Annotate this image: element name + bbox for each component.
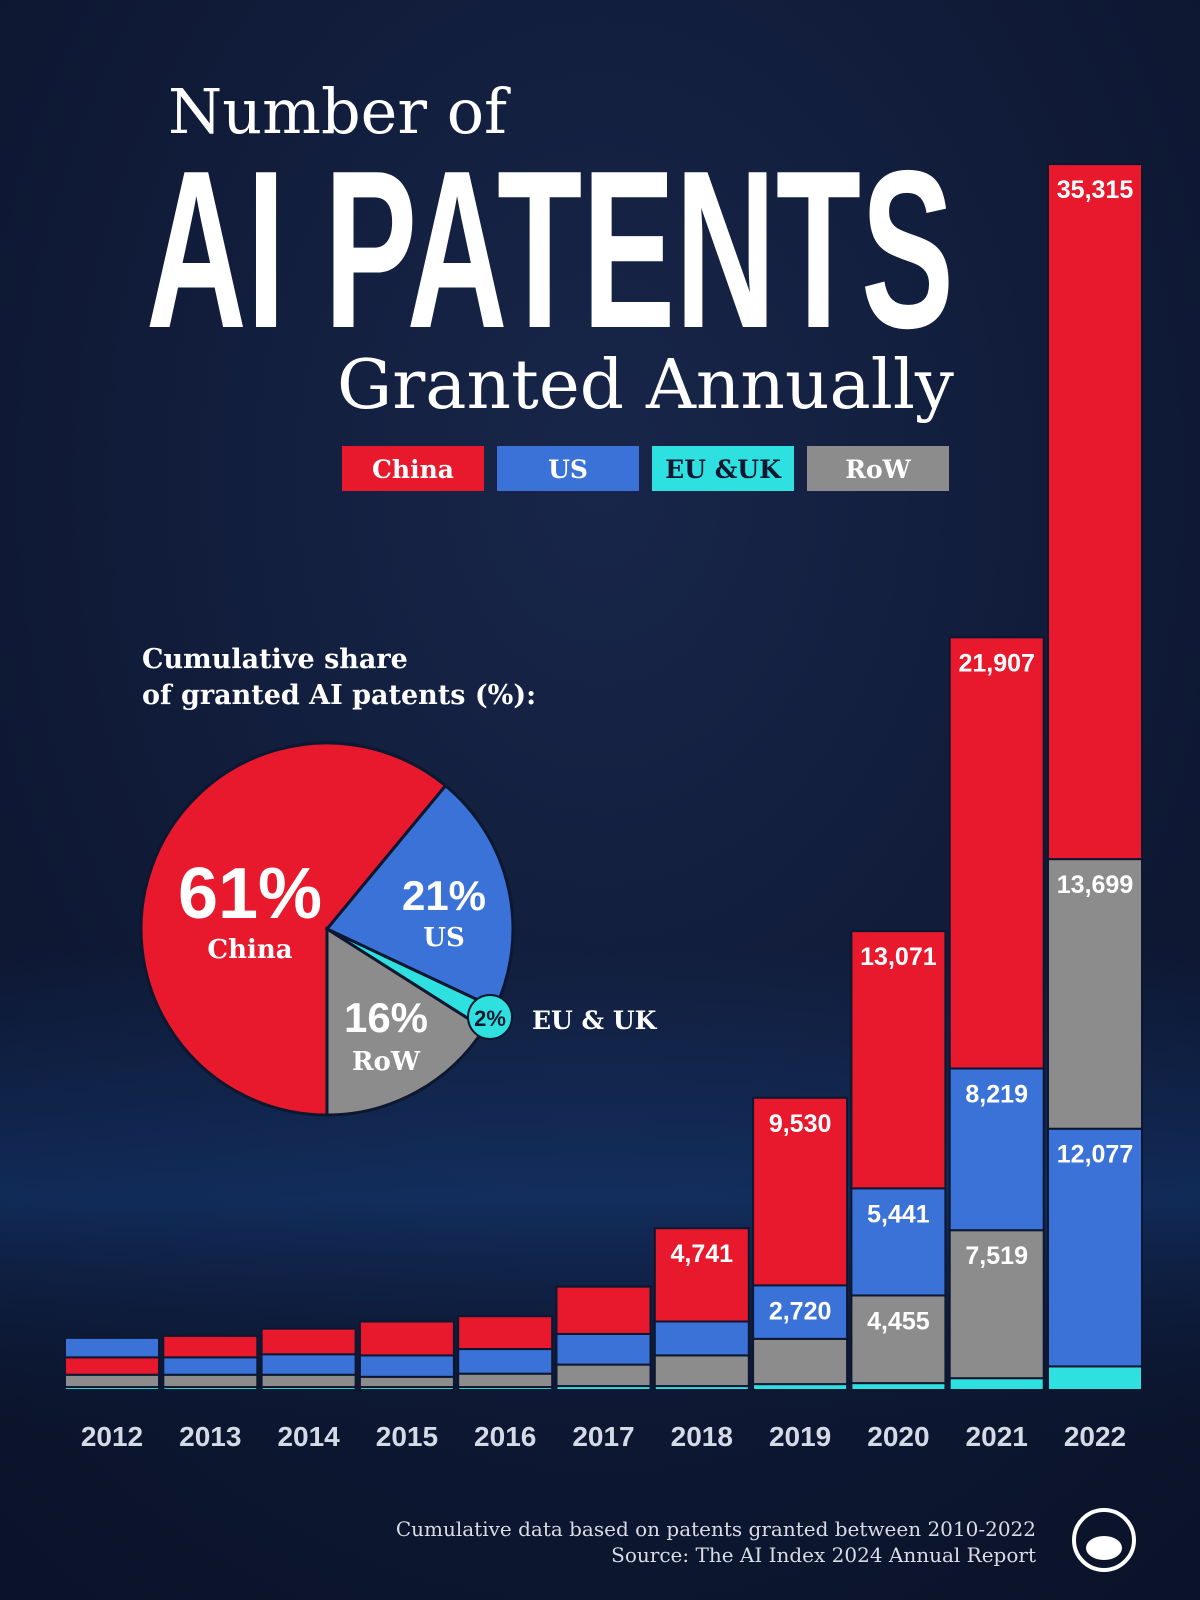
value-label: 7,519 <box>965 1242 1028 1270</box>
value-label: 5,441 <box>867 1200 930 1228</box>
value-label: 4,741 <box>671 1240 734 1268</box>
x-tick-label: 2016 <box>474 1421 536 1452</box>
source: Source: The AI Index 2024 Annual Report <box>611 1543 1036 1567</box>
pie-category-label: EU & UK <box>532 1006 658 1035</box>
bar-segment <box>557 1287 651 1334</box>
x-tick-label: 2020 <box>867 1421 929 1452</box>
bar-segment <box>360 1322 454 1356</box>
bar-segment <box>163 1357 257 1374</box>
pie-value-label: 21% <box>402 872 486 919</box>
pie-category-label: China <box>207 935 292 965</box>
bar-segment <box>262 1375 356 1387</box>
value-label: 13,699 <box>1057 871 1133 899</box>
bar-segment <box>1048 1366 1142 1390</box>
pie-category-label: US <box>423 923 464 953</box>
bar-segment <box>458 1374 552 1387</box>
title-line: Granted Annually <box>337 346 955 425</box>
bar-segment <box>65 1357 159 1374</box>
pie-title: of granted AI patents (%): <box>142 680 536 711</box>
legend-label: EU &UK <box>665 455 782 484</box>
x-tick-label: 2017 <box>572 1421 634 1452</box>
legend-label: US <box>548 455 588 484</box>
x-tick-label: 2012 <box>81 1421 143 1452</box>
pie-value-label: 16% <box>344 994 428 1041</box>
bar-segment <box>851 1383 945 1390</box>
note: Cumulative data based on patents granted… <box>396 1517 1036 1541</box>
bar-segment <box>753 1339 847 1384</box>
bar-segment <box>458 1316 552 1349</box>
bar-segment <box>655 1322 749 1356</box>
title-main: AI PATENTS <box>146 123 954 375</box>
bar-segment <box>557 1334 651 1365</box>
x-tick-label: 2019 <box>769 1421 831 1452</box>
value-label: 35,315 <box>1057 176 1134 204</box>
bar-segment <box>360 1377 454 1387</box>
bar-segment <box>655 1355 749 1386</box>
value-label: 4,455 <box>867 1307 930 1335</box>
x-tick-label: 2013 <box>179 1421 241 1452</box>
bar-segment <box>163 1336 257 1357</box>
bar-segment <box>262 1354 356 1374</box>
bar-segment <box>360 1355 454 1376</box>
value-label: 21,907 <box>958 649 1034 677</box>
value-label: 9,530 <box>769 1110 832 1138</box>
value-label: 2,720 <box>769 1297 832 1325</box>
value-label: 8,219 <box>965 1080 1028 1108</box>
pie-category-label: RoW <box>352 1047 421 1077</box>
bar-segment <box>557 1365 651 1386</box>
pie-value-label: 61% <box>178 854 322 934</box>
bar-segment <box>458 1349 552 1374</box>
bar-segment <box>950 1378 1044 1390</box>
bar-segment <box>163 1375 257 1387</box>
bar-segment <box>950 637 1044 1068</box>
x-tick-label: 2014 <box>277 1421 340 1452</box>
bar-segment <box>1048 164 1142 859</box>
x-tick-label: 2018 <box>671 1421 733 1452</box>
legend-label: RoW <box>845 455 911 484</box>
x-tick-label: 2022 <box>1064 1421 1126 1452</box>
value-label: 13,071 <box>860 943 937 971</box>
bar-segment <box>262 1329 356 1355</box>
bar-segment <box>1048 859 1142 1129</box>
x-tick-label: 2015 <box>376 1421 438 1452</box>
value-label: 12,077 <box>1057 1141 1133 1169</box>
legend-label: China <box>372 455 454 484</box>
logo-shape <box>1086 1536 1122 1560</box>
pie-title: Cumulative share <box>142 644 408 675</box>
pie-value-label: 2% <box>474 1006 506 1031</box>
x-tick-label: 2021 <box>966 1421 1028 1452</box>
bar-segment <box>65 1338 159 1357</box>
bar-segment <box>65 1375 159 1387</box>
